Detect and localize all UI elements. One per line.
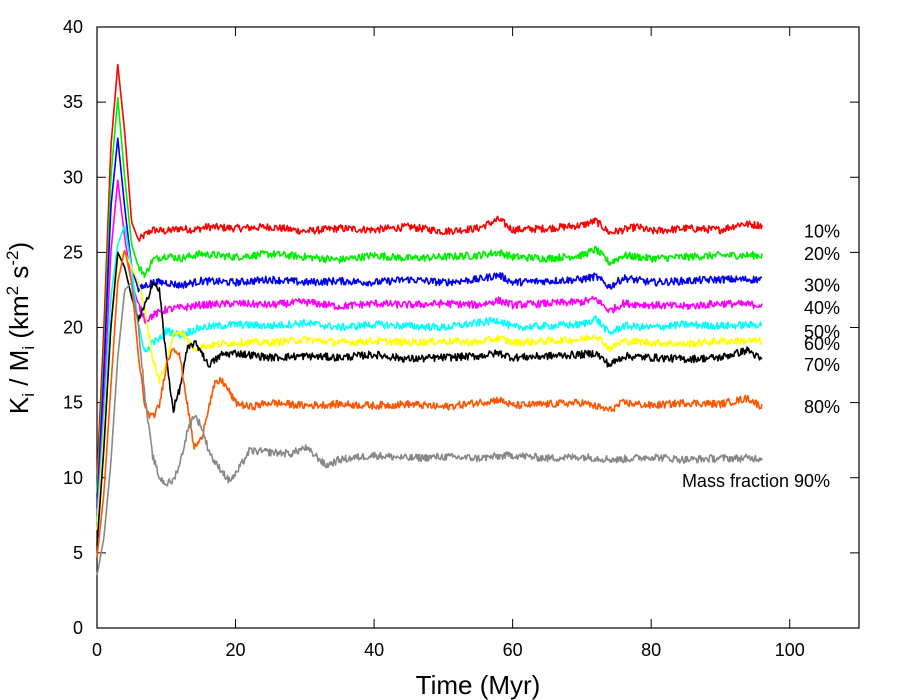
series-line bbox=[96, 225, 763, 523]
series-line bbox=[96, 251, 763, 546]
series-labels: 10% 20% 30% 40% 50%60%70% 80% Mass fraction 90… bbox=[682, 221, 840, 490]
y-tick-label: 10 bbox=[63, 468, 83, 488]
y-tick-label: 15 bbox=[63, 393, 83, 413]
series-label: 40% bbox=[804, 298, 840, 318]
y-title-sup2: -2 bbox=[3, 251, 22, 266]
y-title-k: K bbox=[4, 396, 34, 414]
series-line bbox=[96, 249, 763, 558]
y-tick-label: 5 bbox=[73, 543, 83, 563]
x-tick-label: 0 bbox=[92, 640, 102, 660]
y-title-sub2: i bbox=[19, 346, 38, 350]
series-label: 20% bbox=[804, 244, 840, 264]
series-line bbox=[96, 282, 763, 576]
series-line bbox=[96, 251, 763, 531]
axis-ticks: 0 20 40 60 80 100 0 5 10 15 20 25 30 35 40 bbox=[63, 17, 859, 660]
y-title-unit-close: ) bbox=[4, 242, 34, 251]
y-tick-label: 35 bbox=[63, 92, 83, 112]
y-tick-label: 40 bbox=[63, 17, 83, 37]
series-label: 30% bbox=[804, 275, 840, 295]
series-label: 70% bbox=[804, 355, 840, 375]
x-axis-title: Time (Myr) bbox=[416, 670, 541, 700]
y-tick-label: 25 bbox=[63, 242, 83, 262]
series-label: 60% bbox=[804, 334, 840, 354]
y-tick-label: 0 bbox=[73, 618, 83, 638]
series-line bbox=[96, 96, 763, 493]
x-tick-label: 20 bbox=[226, 640, 246, 660]
y-title-unit-mid: s bbox=[4, 266, 34, 286]
y-axis-title: Ki / Mi (km2 s-2) bbox=[3, 242, 38, 414]
y-title-mid: / M bbox=[4, 350, 34, 393]
series-line bbox=[96, 63, 763, 478]
x-tick-label: 80 bbox=[641, 640, 661, 660]
y-title-sup1: 2 bbox=[3, 286, 22, 295]
y-title-sub1: i bbox=[19, 393, 38, 397]
series-label: 80% bbox=[804, 397, 840, 417]
y-title-unit-open: (km bbox=[4, 295, 34, 346]
series-lines bbox=[96, 63, 763, 576]
y-tick-label: 20 bbox=[63, 318, 83, 338]
series-label: 10% bbox=[804, 221, 840, 241]
series-label: Mass fraction 90% bbox=[682, 471, 830, 491]
x-tick-label: 40 bbox=[364, 640, 384, 660]
series-line bbox=[96, 179, 763, 516]
series-label: 50% bbox=[804, 322, 840, 342]
y-tick-label: 30 bbox=[63, 167, 83, 187]
x-tick-label: 60 bbox=[503, 640, 523, 660]
x-tick-label: 100 bbox=[775, 640, 805, 660]
series-line bbox=[96, 137, 763, 508]
